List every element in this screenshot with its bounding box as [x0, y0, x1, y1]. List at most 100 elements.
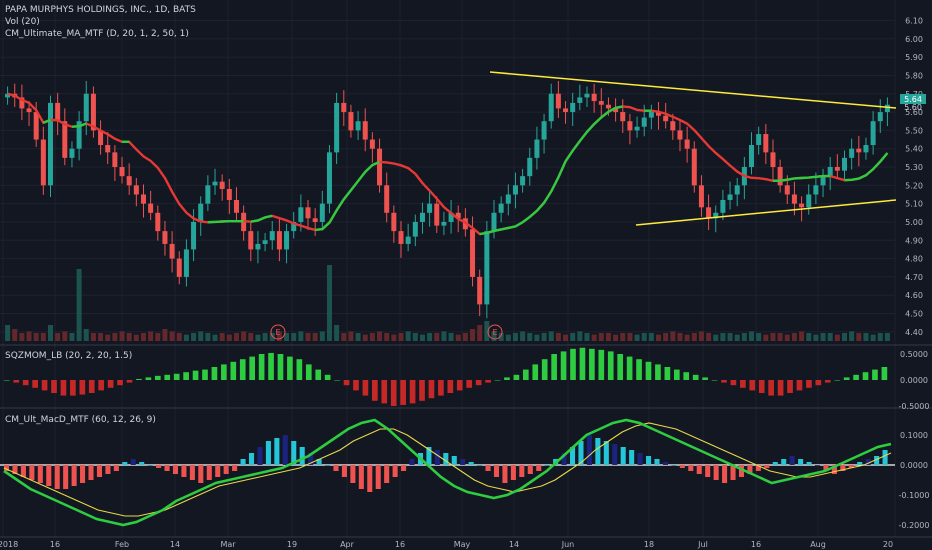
- volume-bar: [69, 333, 75, 341]
- macd-hist-bar: [460, 459, 466, 465]
- macd-hist-bar: [325, 465, 331, 466]
- volume-bar: [255, 334, 261, 341]
- candle-body: [369, 139, 375, 149]
- macd-hist-bar: [789, 456, 795, 465]
- candle-body: [684, 139, 690, 149]
- macd-hist-bar: [206, 465, 212, 480]
- volume-bar: [491, 331, 497, 341]
- volume-bar: [12, 329, 18, 341]
- candle-body: [176, 258, 182, 277]
- squeeze-bar: [598, 349, 605, 380]
- macd-hist-bar: [865, 459, 871, 465]
- macd-hist-bar: [696, 465, 702, 474]
- reference-price-value: 5.60: [904, 103, 922, 112]
- macd-hist-bar: [164, 465, 170, 471]
- candle-body: [148, 203, 154, 213]
- volume-bar: [477, 325, 483, 341]
- candle-body: [656, 112, 662, 116]
- date-tick-label: 14: [509, 540, 519, 549]
- macd-hist-bar: [654, 459, 660, 465]
- volume-bar: [462, 333, 468, 341]
- symbol-title: PAPA MURPHYS HOLDINGS, INC., 1D, BATS: [5, 5, 196, 15]
- squeeze-bar: [154, 375, 161, 380]
- candle-body: [749, 145, 755, 168]
- macd-hist-bar: [409, 459, 415, 465]
- squeeze-bar: [230, 361, 237, 380]
- macd-hist-bar: [662, 462, 668, 465]
- candle-body: [255, 243, 261, 250]
- volume-bar: [820, 333, 826, 341]
- earnings-marker-2[interactable]: E: [487, 324, 503, 340]
- candle-body: [806, 194, 812, 208]
- macd-hist-bar: [629, 450, 635, 465]
- volume-bar: [613, 334, 619, 341]
- volume-bar: [248, 333, 254, 341]
- macd-hist-bar: [747, 465, 753, 474]
- macd-tick-label: -0.2000: [899, 521, 930, 530]
- candle-body: [233, 199, 239, 213]
- macd-hist-bar: [730, 465, 736, 480]
- price-tick-label: 4.50: [905, 310, 923, 319]
- squeeze-axis: 0.5000 0.0000 -0.5000: [899, 350, 930, 411]
- volume-bar: [670, 331, 676, 341]
- squeeze-bar: [409, 380, 416, 404]
- price-tick-label: 4.80: [905, 255, 923, 264]
- volume-bar: [284, 333, 290, 341]
- candle-body: [276, 231, 282, 250]
- macd-hist-bar: [722, 465, 728, 483]
- price-tick-label: 5.90: [905, 53, 923, 62]
- squeeze-bar: [551, 354, 557, 380]
- volume-bar: [405, 331, 411, 341]
- macd-hist-bar: [156, 465, 162, 468]
- volume-bar: [763, 334, 769, 341]
- macd-hist-bar: [223, 465, 229, 474]
- squeeze-bar: [183, 372, 189, 380]
- volume-bar: [770, 333, 776, 341]
- candle-body: [477, 276, 483, 305]
- macd-hist-bar: [823, 465, 829, 471]
- price-candles[interactable]: [5, 80, 890, 319]
- macd-label: CM_Ult_MacD_MTF (60, 12, 26, 9): [5, 415, 156, 425]
- squeeze-bar: [532, 364, 539, 380]
- squeeze-bar: [22, 380, 29, 386]
- moving-average-line-green: [42, 105, 889, 236]
- candle-body: [877, 112, 883, 122]
- volume-bar: [720, 333, 726, 341]
- candle-body: [541, 121, 547, 140]
- squeeze-bar: [730, 380, 737, 386]
- squeeze-bar: [522, 369, 529, 380]
- earnings-marker-1[interactable]: E: [270, 324, 286, 340]
- squeeze-bar: [494, 380, 501, 381]
- candle-body: [555, 93, 561, 109]
- volume-bar: [441, 331, 447, 341]
- squeeze-bar: [145, 377, 152, 380]
- squeeze-bar: [655, 364, 661, 380]
- candle-body: [62, 121, 68, 158]
- volume-bar: [512, 333, 518, 341]
- volume-bar: [33, 333, 39, 341]
- squeeze-bar: [740, 380, 746, 388]
- macd-tick-label: 0.0000: [900, 461, 928, 470]
- candle-body: [698, 185, 704, 208]
- macd-hist-bar: [105, 465, 111, 474]
- squeeze-bar: [173, 373, 180, 380]
- squeeze-bar: [334, 380, 340, 381]
- volume-bar: [148, 331, 154, 341]
- volume-bars: [5, 265, 890, 341]
- volume-bar: [26, 331, 32, 341]
- squeeze-bar: [117, 380, 123, 386]
- macd-line: [3, 418, 892, 527]
- squeeze-bar: [287, 356, 293, 380]
- candle-body: [548, 93, 554, 122]
- candle-body: [598, 101, 604, 105]
- candle-body: [520, 176, 526, 186]
- volume-bar: [384, 333, 390, 341]
- squeeze-bar: [645, 361, 652, 380]
- price-tick-label: 5.30: [905, 163, 923, 172]
- candle-body: [863, 145, 869, 153]
- candle-body: [613, 108, 619, 113]
- volume-bar: [641, 333, 647, 341]
- macd-hist-bar: [713, 465, 719, 480]
- squeeze-bar: [192, 370, 199, 380]
